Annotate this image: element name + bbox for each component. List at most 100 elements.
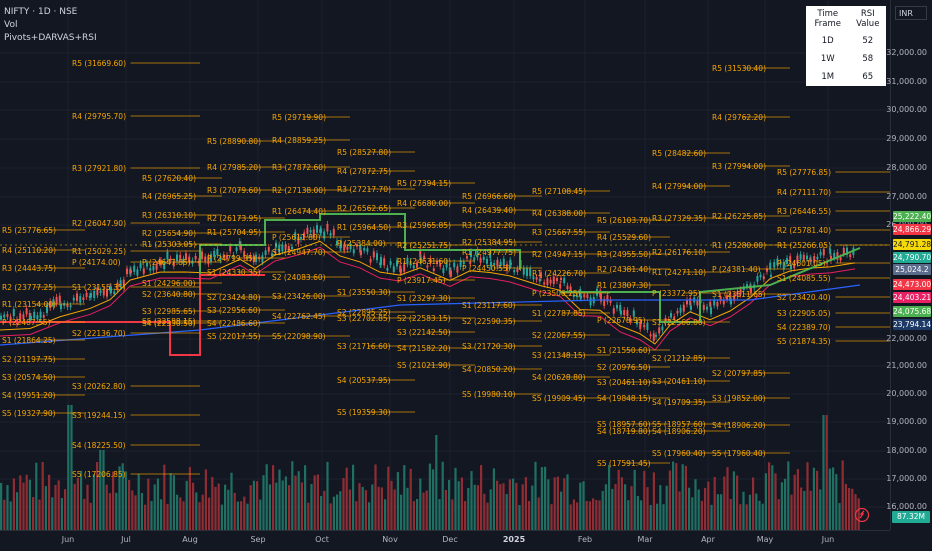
volume-bar (742, 491, 745, 530)
volume-bar (470, 471, 473, 530)
candle-body (182, 258, 185, 264)
pivot-label: S2 (23640.80) (142, 290, 196, 299)
candle-body (130, 270, 132, 273)
volume-bar (579, 482, 582, 530)
candle-body (163, 261, 166, 270)
candle-body (496, 259, 499, 267)
candle-body (806, 255, 808, 260)
pivot-label: S5 (19359.30) (337, 408, 391, 417)
price-tick: 29,000.00 (886, 134, 927, 143)
candle-body (19, 313, 22, 321)
volume-bar (499, 484, 502, 530)
pivot-label: S4 (21582.20) (397, 344, 451, 353)
price-chart[interactable]: R5 (25776.65) R4 (25110.20) R3 (24443.75) R… (0, 0, 890, 530)
volume-bar (144, 504, 147, 530)
pivot-label: S3 (20461.10) (597, 378, 651, 387)
volume-bar (384, 499, 387, 530)
currency-button[interactable]: INR (895, 6, 927, 20)
price-tick: 17,000.00 (886, 474, 927, 483)
candle-body (309, 230, 312, 233)
volume-bar (473, 484, 476, 530)
volume-bar (640, 500, 643, 530)
candle-body (667, 319, 670, 323)
pivot-label: S2 (22895.25) (337, 308, 391, 317)
candle-body (160, 260, 162, 265)
candle-body (719, 296, 722, 302)
pivot-label: R5 (26103.70) (597, 216, 651, 225)
pivot-label: S3 (22985.65) (142, 307, 196, 316)
pivot-label: R2 (23777.25) (2, 283, 56, 292)
volume-bar (262, 475, 265, 530)
symbol-title[interactable]: NIFTY · 1D · NSE (4, 7, 78, 17)
volume-bar (652, 472, 655, 530)
candle-body (580, 295, 582, 299)
volume-bar (377, 486, 380, 530)
candle-body (376, 253, 378, 261)
volume-bar (736, 475, 739, 530)
pivot-label: S1 (22566.00) (652, 318, 706, 327)
price-badge: 24,866.29 (893, 224, 932, 235)
pivots-indicator-label[interactable]: Pivots+DARVAS+RSI (4, 33, 97, 43)
rsi-header-timeframe: Time Frame (814, 9, 841, 29)
pivot-label: R2 (27138.00) (272, 186, 326, 195)
volume-bar (448, 479, 451, 530)
pivot-label: R1 (25266.05) (777, 241, 831, 250)
tradingview-logo-icon[interactable] (855, 508, 869, 522)
candle-body (652, 333, 655, 341)
candle-body (356, 244, 358, 247)
price-scale[interactable]: 32,000.00 31,000.00 30,000.00 29,000.00 28,0… (886, 0, 932, 530)
pivot-label: P (23506.25) (532, 289, 581, 298)
pivot-label: S4 (18719.80) (597, 427, 651, 436)
pivot-label: S1 (23550.30) (337, 288, 391, 297)
pivot-label: S4 (20850.20) (462, 365, 516, 374)
volume-bar (844, 483, 847, 530)
volume-bar (649, 504, 652, 530)
pivot-label: R1 (25029.25) (72, 247, 126, 256)
price-tick: 21,000.00 (886, 361, 927, 370)
price-badge: 24,790.70 (893, 252, 932, 263)
candle-body (99, 290, 102, 293)
pivot-label: S3 (21348.15) (532, 351, 586, 360)
pivot-label: S2 (23420.40) (777, 293, 831, 302)
volume-bar (396, 472, 399, 530)
pivot-label: R2 (24381.40) (597, 265, 651, 274)
pivot-label: S1 (22787.85) (532, 309, 586, 318)
volume-bar (140, 492, 143, 530)
pivot-label: R3 (25912.20) (462, 221, 516, 230)
volume-bar (483, 493, 486, 530)
candle-body (702, 304, 705, 310)
candle-body (326, 223, 329, 232)
candle-body (252, 255, 255, 263)
candle-body (690, 305, 692, 310)
volume-bar (326, 461, 329, 530)
chart-area[interactable]: R5 (25776.65) R4 (25110.20) R3 (24443.75) R… (0, 0, 890, 530)
ma-line-orange (0, 240, 856, 345)
pivot-label: S4 (20628.80) (532, 373, 586, 382)
candle-body (400, 268, 402, 273)
candle-body (36, 315, 39, 320)
candle-body (710, 307, 712, 315)
volume-bar (828, 468, 831, 530)
pivot-label: P (25384.00) (337, 239, 386, 248)
pivot-label: P (24647.85) (142, 258, 191, 267)
volume-bar (227, 489, 230, 530)
candle-body (626, 310, 629, 317)
candle-body (69, 305, 72, 308)
candle-body (207, 256, 210, 265)
time-axis[interactable]: Jun Jul Aug Sep Oct Nov Dec 2025 Feb Mar Apr May Jun (0, 530, 890, 551)
time-tick: Jun (61, 535, 75, 544)
volume-bar (745, 504, 748, 530)
price-tick: 19,000.00 (886, 417, 927, 426)
volume-bar (784, 478, 787, 530)
candle-body (55, 296, 58, 304)
pivot-label: R1 (24226.70) (532, 269, 586, 278)
pivot-label: R2 (25384.95) (462, 238, 516, 247)
volume-bar (83, 498, 86, 530)
price-badge: 24,791.28 (893, 239, 932, 250)
volume-bar (624, 484, 627, 530)
candle-body (28, 312, 31, 320)
volume-bar (390, 480, 393, 530)
pivot-label: R2 (26176.10) (652, 248, 706, 257)
pivot-label: R3 (26446.55) (777, 207, 831, 216)
volume-indicator-label[interactable]: Vol (4, 20, 18, 30)
